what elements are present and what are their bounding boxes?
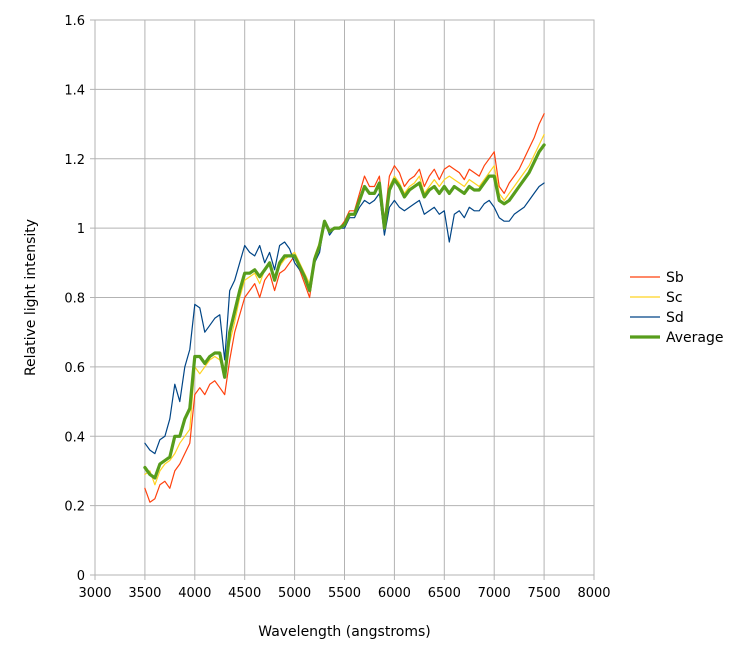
y-axis-ticks: 0 0.2 0.4 0.6 0.8 1 1.2 1.4 1.6 bbox=[64, 14, 95, 584]
x-tick-label: 4500 bbox=[228, 586, 261, 601]
grid bbox=[94, 19, 595, 576]
x-tick-label: 7500 bbox=[528, 586, 561, 601]
x-tick-label: 4000 bbox=[178, 586, 211, 601]
series-layer bbox=[143, 113, 546, 503]
x-tick-label: 6000 bbox=[378, 586, 411, 601]
x-tick-label: 5000 bbox=[278, 586, 311, 601]
y-tick-label: 1 bbox=[77, 222, 85, 237]
x-tick-label: 6500 bbox=[428, 586, 461, 601]
y-axis-title: Relative light intensity bbox=[23, 219, 39, 376]
legend: Sb Sc Sd Average bbox=[630, 270, 724, 346]
legend-label-average: Average bbox=[666, 330, 724, 346]
legend-label-sd: Sd bbox=[666, 310, 684, 326]
y-tick-label: 0.4 bbox=[64, 430, 85, 445]
x-tick-label: 3000 bbox=[78, 586, 111, 601]
y-tick-label: 0.2 bbox=[64, 500, 85, 515]
y-tick-label: 0.6 bbox=[64, 361, 85, 376]
y-tick-label: 0 bbox=[77, 569, 85, 584]
legend-label-sc: Sc bbox=[666, 290, 683, 306]
x-tick-label: 5500 bbox=[328, 586, 361, 601]
series-line-average bbox=[143, 143, 546, 480]
y-tick-label: 0.8 bbox=[64, 292, 85, 307]
y-tick-label: 1.2 bbox=[64, 153, 85, 168]
y-tick-label: 1.6 bbox=[64, 14, 85, 29]
x-axis-ticks: 3000 3500 4000 4500 5000 5500 6000 6500 7000 7500… bbox=[78, 575, 611, 601]
x-tick-label: 3500 bbox=[128, 586, 161, 601]
series-line-sd bbox=[144, 182, 545, 455]
y-tick-label: 1.4 bbox=[64, 83, 85, 98]
legend-label-sb: Sb bbox=[666, 270, 684, 286]
x-tick-label: 7000 bbox=[478, 586, 511, 601]
x-tick-label: 8000 bbox=[577, 586, 610, 601]
x-axis-title: Wavelength (angstroms) bbox=[258, 624, 431, 640]
